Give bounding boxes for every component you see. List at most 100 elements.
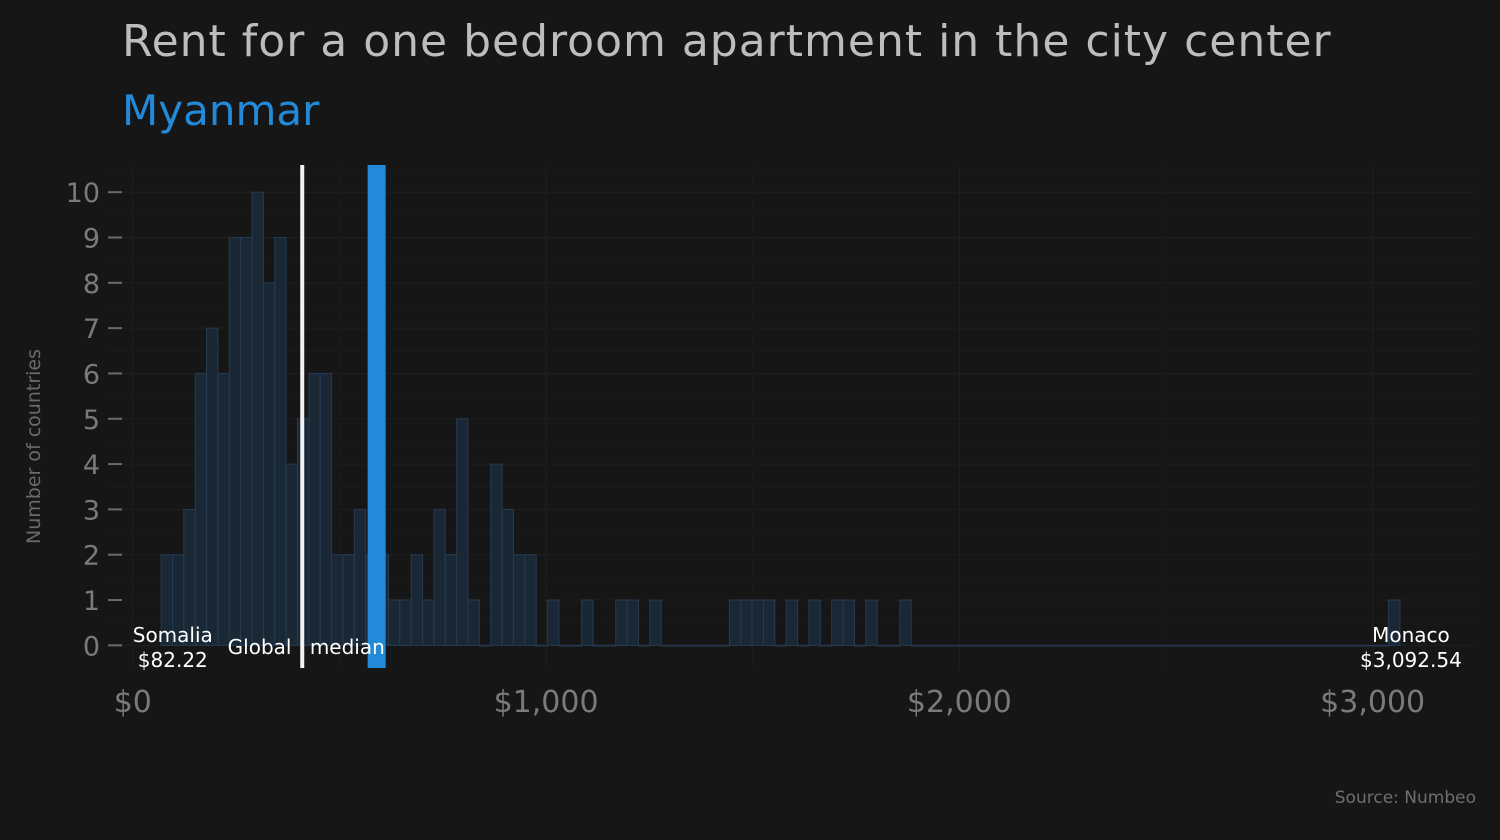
y-tick-label: 6	[83, 359, 100, 390]
histogram-bar	[569, 644, 583, 647]
y-tick-label: 1	[83, 586, 100, 617]
histogram-bar	[1217, 644, 1230, 647]
histogram-bar	[853, 644, 867, 647]
histogram-bar	[535, 644, 549, 647]
histogram-bar	[1013, 644, 1026, 647]
y-tick-label: 2	[83, 541, 100, 572]
histogram-bar	[1263, 644, 1276, 647]
histogram-bar	[615, 599, 628, 646]
highlight-band	[367, 165, 386, 668]
source-note: Source: Numbeo	[1334, 788, 1476, 808]
histogram-bar	[967, 644, 980, 647]
histogram-bar	[1069, 644, 1083, 647]
histogram-bar	[808, 599, 821, 646]
histogram-bar	[512, 554, 526, 646]
y-tick-label: 4	[83, 450, 100, 481]
histogram-bar	[1115, 644, 1128, 647]
histogram-bar	[865, 599, 878, 646]
chart-title: Rent for a one bedroom apartment in the …	[122, 16, 1332, 67]
histogram-bar	[251, 191, 264, 646]
histogram-bar	[1353, 644, 1367, 647]
histogram-bar	[1274, 644, 1287, 647]
histogram-bar	[1308, 644, 1321, 647]
histogram-bar	[1228, 644, 1242, 647]
histogram-bar	[1149, 644, 1162, 647]
reference-lines	[300, 165, 386, 668]
histogram-bar	[706, 644, 719, 647]
histogram-bar	[649, 599, 662, 646]
histogram-bar	[1319, 644, 1333, 647]
histogram-bar	[467, 599, 480, 646]
y-tick-label: 5	[83, 405, 100, 436]
histogram-bar	[933, 644, 946, 647]
histogram-bar	[1024, 644, 1037, 647]
histogram-bar	[944, 644, 958, 647]
histogram-bar	[1047, 644, 1060, 647]
histogram-bar	[683, 644, 696, 647]
histogram-bar	[740, 599, 753, 646]
histogram-bar	[262, 282, 276, 646]
min-country-label: Somalia	[133, 623, 213, 647]
histogram-bar	[217, 372, 230, 646]
histogram-bar	[717, 644, 730, 647]
histogram-bar	[626, 599, 639, 646]
histogram-bars	[160, 191, 1401, 647]
histogram-bar	[1103, 644, 1117, 647]
histogram-bar	[751, 599, 764, 646]
max-country-value: $3,092.54	[1360, 648, 1462, 672]
histogram-bar	[206, 327, 219, 646]
histogram-bar	[490, 463, 503, 646]
max-country-label: Monaco	[1372, 623, 1450, 647]
histogram-bar	[433, 508, 446, 646]
histogram-bar	[978, 644, 992, 647]
y-axis-label: Number of countries	[23, 349, 45, 544]
histogram-bar	[774, 644, 787, 647]
histogram-bar	[274, 237, 287, 646]
histogram-bar	[1092, 644, 1105, 647]
histogram-bar	[558, 644, 571, 647]
histogram-bar	[353, 508, 367, 646]
histogram-bar	[1342, 644, 1355, 647]
histogram-bar	[1297, 644, 1310, 647]
y-tick-label: 3	[83, 495, 100, 526]
histogram-bar	[422, 599, 435, 646]
histogram-bar	[831, 599, 844, 646]
histogram-bar	[285, 463, 298, 646]
histogram-bar	[228, 237, 242, 646]
histogram-bar	[1160, 644, 1174, 647]
histogram-bar	[785, 599, 799, 646]
histogram-bar	[399, 599, 412, 646]
histogram-bar	[728, 599, 742, 646]
x-axis: $0 $1,000 $2,000 $3,000	[114, 685, 1425, 720]
histogram-bar	[762, 599, 776, 646]
histogram-bar	[1251, 644, 1265, 647]
histogram-bar	[1331, 644, 1344, 647]
histogram-bar	[1240, 644, 1253, 647]
histogram-bar	[387, 599, 401, 646]
y-tick-label: 8	[83, 269, 100, 300]
histogram-bar	[637, 644, 651, 647]
histogram-bar	[501, 508, 514, 646]
y-tick-label: 0	[83, 631, 100, 662]
histogram-bar	[524, 554, 537, 646]
histogram-bar	[1081, 644, 1094, 647]
histogram-bar	[1126, 644, 1140, 647]
histogram-bar	[1206, 644, 1219, 647]
histogram-bar	[342, 554, 355, 646]
histogram-bar	[797, 644, 810, 647]
histogram-bar	[888, 644, 901, 647]
histogram-bar	[842, 599, 855, 646]
annotations: Somalia$82.22 Monaco$3,092.54 Global media…	[133, 623, 1462, 672]
histogram-bar	[444, 554, 458, 646]
x-tick-label: $1,000	[494, 685, 599, 720]
x-tick-label: $2,000	[907, 685, 1012, 720]
histogram-bar	[694, 644, 708, 647]
histogram-bar	[956, 644, 969, 647]
histogram-bar	[603, 644, 617, 647]
histogram-bar	[1058, 644, 1071, 647]
histogram-bar	[660, 644, 674, 647]
histogram-bar	[319, 372, 333, 646]
y-tick-label: 7	[83, 314, 100, 345]
